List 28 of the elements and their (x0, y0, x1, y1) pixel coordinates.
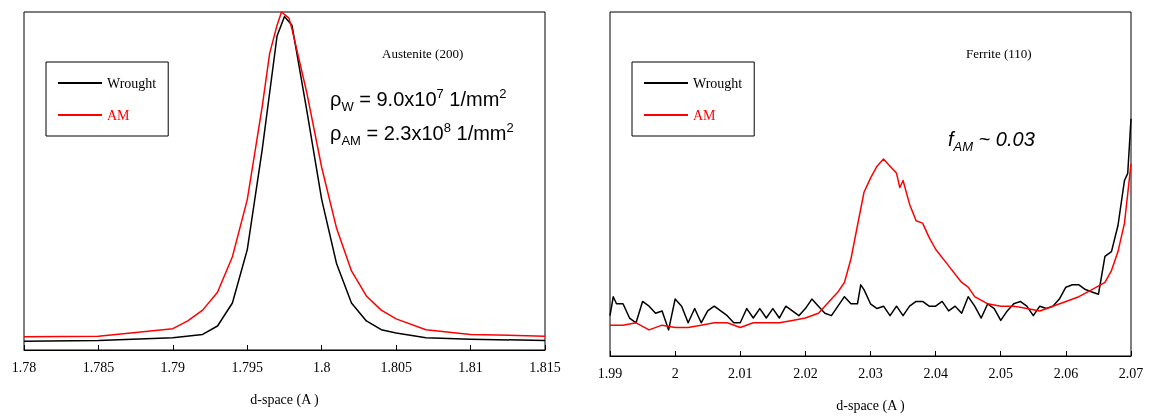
x-tick-label: 2.02 (793, 365, 818, 381)
legend-label: Wrought (693, 75, 743, 91)
x-tick-label: 2.06 (1053, 365, 1079, 381)
x-tick-label: 1.815 (529, 359, 561, 375)
annotation: ρ$_{AM}$ = 2.3x10$^{8}$ 1/mm$^{2}$ (330, 120, 514, 148)
legend-label: Wrought (107, 75, 157, 91)
text: Ferrite (110) (966, 46, 1032, 62)
x-tick-label: 2.03 (858, 365, 883, 381)
legend-label: AM (693, 107, 717, 123)
annotation: f$_{AM}$ ~ 0.03 (948, 128, 1035, 154)
annotation: ρ$_{W}$ = 9.0x10$^{7}$ 1/mm$^{2}$ (330, 86, 507, 114)
x-tick-label: 1.795 (231, 359, 264, 375)
x-tick-label: 2.01 (728, 365, 753, 381)
x-tick-label: 1.81 (458, 359, 483, 375)
x-axis-title: d-space (A ) (836, 397, 906, 414)
x-tick-label: 1.785 (82, 359, 115, 375)
x-tick-label: 2.04 (923, 365, 948, 381)
x-tick-label: 2.07 (1118, 365, 1144, 381)
x-tick-label: 1.8 (312, 359, 331, 375)
x-tick-label: 2 (671, 365, 679, 381)
annotation: Austenite (200) (382, 46, 464, 62)
x-tick-label: 1.99 (597, 365, 623, 381)
x-tick-label: 2.05 (988, 365, 1013, 381)
legend-label: AM (107, 107, 131, 123)
x-tick-label: 1.79 (160, 359, 186, 375)
x-tick-label: 1.78 (11, 359, 37, 375)
x-tick-label: 1.805 (380, 359, 412, 375)
x-axis-title: d-space (A ) (250, 391, 320, 408)
